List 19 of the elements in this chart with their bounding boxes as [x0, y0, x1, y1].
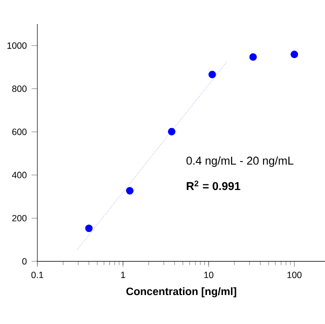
- annotation: 0.4 ng/mL - 20 ng/mL: [186, 156, 294, 167]
- y-tick-label: 600: [12, 128, 27, 136]
- x-tick-label: 10: [204, 272, 214, 278]
- y-tick-label: 1000: [7, 42, 27, 49]
- point: [208, 70, 216, 78]
- y-tick-label: 400: [12, 172, 27, 178]
- point: [126, 187, 134, 195]
- y-tick-label: 200: [12, 214, 27, 222]
- point: [249, 53, 257, 61]
- x-tick-label: 0.1: [31, 272, 44, 278]
- x-tick-label: 100: [287, 272, 302, 278]
- y-tick-label: 800: [12, 86, 27, 92]
- y-tick-label: 0: [22, 258, 27, 265]
- point: [168, 128, 176, 136]
- x-axis-title: Concentration [ng/ml]: [126, 287, 236, 298]
- point: [85, 224, 93, 232]
- text: R$^{2}$ = 0.991: [186, 180, 240, 190]
- x-tick-label: 1: [121, 272, 126, 278]
- point: [290, 50, 298, 58]
